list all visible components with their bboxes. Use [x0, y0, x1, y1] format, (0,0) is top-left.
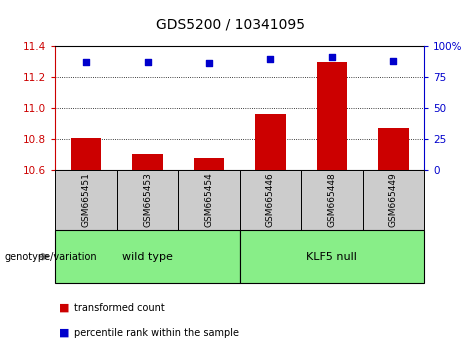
Bar — [117, 170, 178, 230]
Text: ■: ■ — [59, 328, 70, 338]
Point — [83, 59, 90, 65]
Bar — [240, 230, 424, 283]
Text: GSM665454: GSM665454 — [205, 173, 213, 227]
Text: ■: ■ — [59, 303, 70, 313]
Bar — [55, 170, 117, 230]
Text: KLF5 null: KLF5 null — [307, 252, 357, 262]
Text: GSM665448: GSM665448 — [327, 173, 337, 227]
Text: GDS5200 / 10341095: GDS5200 / 10341095 — [156, 18, 305, 32]
Bar — [55, 230, 240, 283]
Point — [267, 56, 274, 62]
Point — [144, 59, 151, 65]
Bar — [194, 158, 225, 170]
Point — [205, 61, 213, 66]
Point — [328, 55, 336, 60]
Bar — [301, 170, 363, 230]
Point — [390, 58, 397, 64]
Text: wild type: wild type — [122, 252, 173, 262]
Text: GSM665449: GSM665449 — [389, 173, 398, 227]
Bar — [363, 170, 424, 230]
Bar — [240, 170, 301, 230]
Text: transformed count: transformed count — [74, 303, 165, 313]
Bar — [132, 154, 163, 170]
Text: percentile rank within the sample: percentile rank within the sample — [74, 328, 239, 338]
Text: GSM665453: GSM665453 — [143, 172, 152, 228]
Bar — [178, 170, 240, 230]
Bar — [317, 62, 347, 170]
Text: GSM665446: GSM665446 — [266, 173, 275, 227]
Bar — [71, 138, 101, 170]
Text: GSM665451: GSM665451 — [82, 172, 90, 228]
Bar — [378, 128, 409, 170]
Bar — [255, 114, 286, 170]
Text: genotype/variation: genotype/variation — [5, 252, 97, 262]
